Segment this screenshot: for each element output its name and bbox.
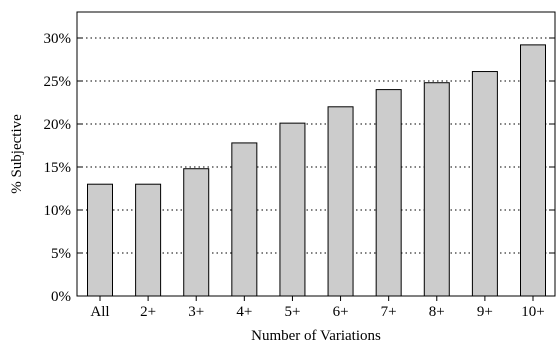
y-axis-title: % Subjective [9, 114, 25, 194]
bar-3-plus [183, 168, 210, 297]
x-tick-label: 8+ [429, 304, 445, 320]
x-tick-label: 10+ [521, 304, 544, 320]
y-tick-label: 15% [44, 160, 72, 176]
y-tick-label: 25% [44, 74, 72, 90]
bar-7-plus [375, 89, 402, 297]
x-tick-label: 9+ [477, 304, 493, 320]
gridlines [77, 37, 555, 254]
y-axis: 0% 5% 10% 15% 20% 25% 30% [44, 31, 555, 305]
x-tick-label: All [90, 304, 109, 320]
x-axis: All 2+ 3+ 4+ 5+ 6+ 7+ 8+ 9+ 10+ [90, 296, 545, 320]
x-tick-label: 5+ [284, 304, 300, 320]
x-axis-title: Number of Variations [251, 328, 381, 344]
y-tick-label: 0% [51, 289, 71, 305]
plot-frame [76, 11, 556, 297]
y-tick-label: 30% [44, 31, 72, 47]
bar-all [87, 183, 113, 297]
y-tick-label: 10% [44, 203, 72, 219]
bar-10-plus [520, 44, 546, 297]
bar-6-plus [327, 106, 354, 297]
y-tick-label: 20% [44, 117, 72, 133]
bar-9-plus [471, 71, 498, 297]
bar-2-plus [135, 183, 162, 297]
x-tick-label: 2+ [140, 304, 156, 320]
y-tick-label: 5% [51, 246, 71, 262]
bars [87, 44, 546, 297]
bar-8-plus [423, 82, 450, 297]
x-tick-label: 6+ [333, 304, 349, 320]
x-tick-label: 4+ [236, 304, 252, 320]
bar-4-plus [231, 142, 258, 297]
x-tick-label: 7+ [381, 304, 397, 320]
bar-5-plus [279, 122, 306, 297]
x-tick-label: 3+ [188, 304, 204, 320]
